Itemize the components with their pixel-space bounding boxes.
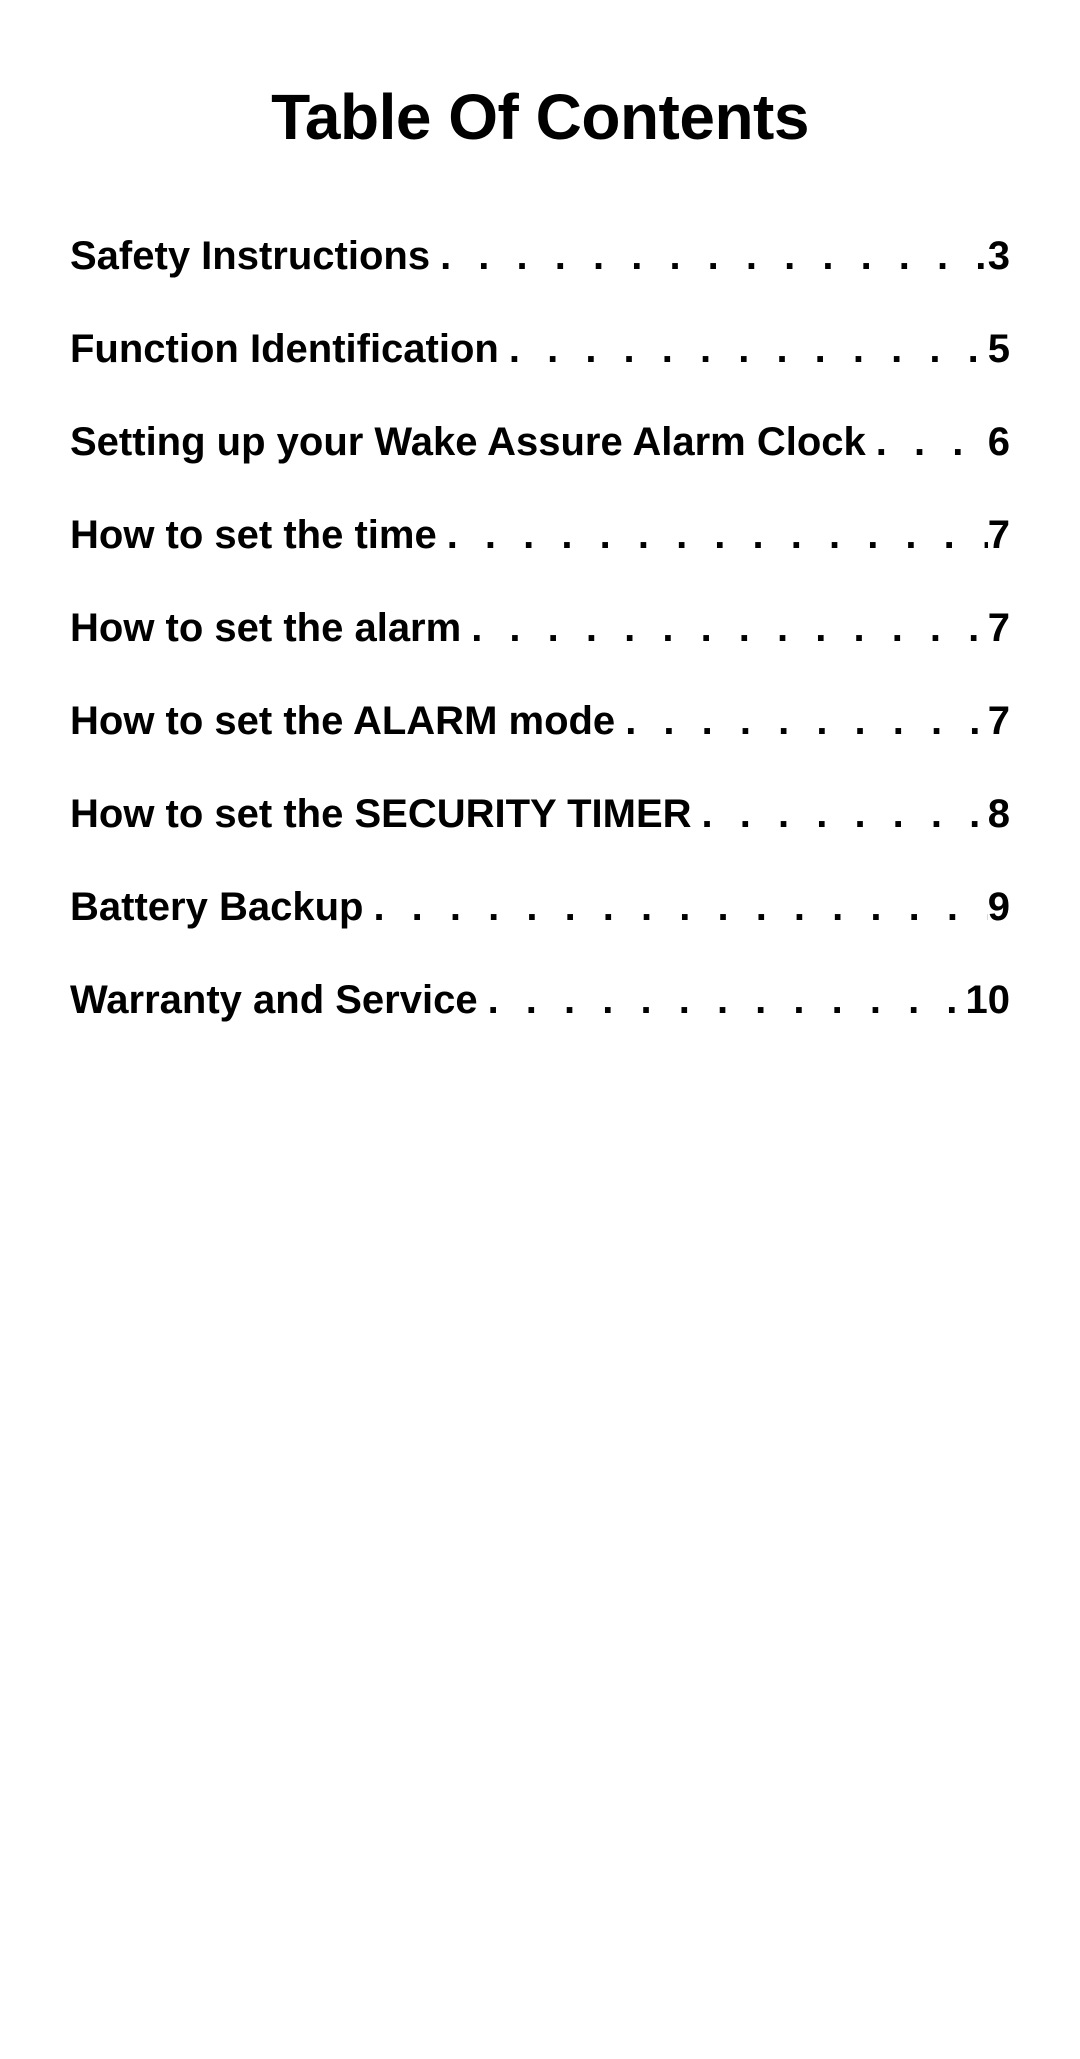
toc-item-page: 7: [988, 606, 1010, 651]
toc-item-page: 8: [988, 792, 1010, 837]
toc-item-page: 7: [988, 699, 1010, 744]
toc-leader-dots: [363, 885, 987, 930]
toc-item: How to set the alarm 7: [70, 606, 1010, 651]
toc-item: Battery Backup 9: [70, 885, 1010, 930]
toc-item: Warranty and Service 10: [70, 978, 1010, 1023]
toc-item: How to set the time 7: [70, 513, 1010, 558]
toc-leader-dots: [478, 978, 966, 1023]
toc-leader-dots: [437, 513, 988, 558]
toc-item-label: Battery Backup: [70, 885, 363, 930]
toc-item-page: 5: [988, 327, 1010, 372]
toc-item: Setting up your Wake Assure Alarm Clock 6: [70, 420, 1010, 465]
toc-item-page: 3: [988, 234, 1010, 279]
toc-item-label: Setting up your Wake Assure Alarm Clock: [70, 420, 866, 465]
toc-item-label: Safety Instructions: [70, 234, 430, 279]
toc-item-label: How to set the alarm: [70, 606, 461, 651]
toc-item-label: How to set the ALARM mode: [70, 699, 615, 744]
toc-item: How to set the ALARM mode 7: [70, 699, 1010, 744]
toc-item: Function Identification 5: [70, 327, 1010, 372]
toc-item-label: Warranty and Service: [70, 978, 478, 1023]
toc-item-label: How to set the time: [70, 513, 437, 558]
toc-leader-dots: [692, 792, 988, 837]
toc-leader-dots: [866, 420, 988, 465]
toc-list: Safety Instructions 3 Function Identificat…: [70, 234, 1010, 1023]
toc-leader-dots: [615, 699, 988, 744]
toc-item-page: 6: [988, 420, 1010, 465]
page-title: Table Of Contents: [70, 80, 1010, 154]
toc-leader-dots: [461, 606, 988, 651]
toc-item: How to set the SECURITY TIMER 8: [70, 792, 1010, 837]
toc-leader-dots: [499, 327, 988, 372]
toc-item: Safety Instructions 3: [70, 234, 1010, 279]
toc-item-label: Function Identification: [70, 327, 499, 372]
toc-item-page: 10: [966, 978, 1011, 1023]
toc-item-page: 7: [988, 513, 1010, 558]
toc-item-label: How to set the SECURITY TIMER: [70, 792, 692, 837]
toc-leader-dots: [430, 234, 988, 279]
toc-item-page: 9: [988, 885, 1010, 930]
